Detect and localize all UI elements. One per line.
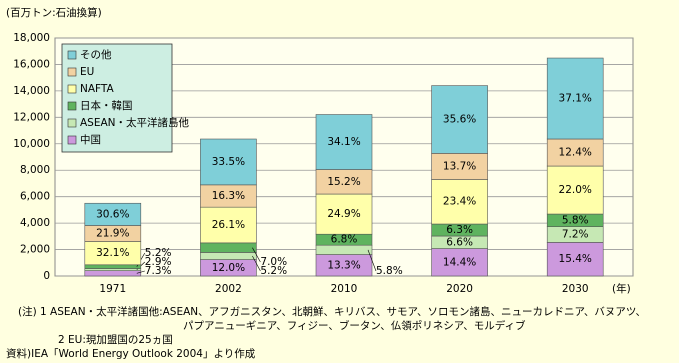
- data-label: 23.4%: [443, 196, 476, 208]
- legend-label: NAFTA: [80, 83, 114, 95]
- y-tick-label: 14,000: [13, 85, 50, 97]
- bar-segment: [431, 85, 488, 154]
- bar-segment: [84, 268, 142, 271]
- bar-segment: [546, 57, 604, 140]
- data-label: 13.7%: [443, 160, 476, 172]
- legend-label: 中国: [80, 133, 101, 146]
- data-label: 6.6%: [446, 236, 473, 248]
- legend-label: 日本・韓国: [80, 99, 133, 112]
- data-label: 6.8%: [331, 234, 358, 246]
- data-label: 5.8%: [376, 265, 403, 277]
- data-label: 32.1%: [96, 247, 129, 259]
- y-tick-label: 2,000: [20, 244, 50, 256]
- x-tick-label: 1971: [99, 283, 126, 295]
- data-label: 21.9%: [96, 227, 129, 239]
- data-label: 6.3%: [446, 224, 473, 236]
- data-label: 30.6%: [96, 208, 129, 220]
- bar-segment: [200, 138, 257, 186]
- leader-line: [367, 249, 377, 272]
- note: (注) 1 ASEAN・太平洋諸国他:ASEAN、アフガニスタン、北朝鮮、キリバ…: [18, 305, 646, 318]
- data-label: 5.2%: [260, 265, 287, 277]
- y-tick-label: 0: [43, 270, 50, 282]
- data-label: 22.0%: [559, 184, 592, 196]
- bar-segment: [84, 264, 142, 269]
- legend-swatch: [67, 67, 77, 77]
- bar-segment: [315, 244, 373, 255]
- data-label: 24.9%: [327, 208, 360, 220]
- bar-segment: [315, 114, 373, 170]
- x-tick-label: 2020: [446, 283, 473, 295]
- bar-segment: [546, 165, 604, 215]
- legend-swatch: [67, 118, 77, 128]
- leader-line: [136, 270, 145, 274]
- bar-segment: [546, 138, 604, 167]
- note: 2 EU:現加盟国の25ヵ国: [58, 334, 173, 346]
- leader-line: [252, 255, 261, 272]
- bar-segment: [84, 270, 142, 277]
- y-tick-label: 10,000: [13, 138, 50, 150]
- bar-segment: [200, 242, 257, 253]
- legend-swatch: [67, 101, 77, 111]
- data-label: 16.3%: [212, 190, 245, 202]
- y-tick-label: 6,000: [20, 191, 50, 203]
- data-label: 2.9%: [145, 256, 172, 268]
- y-tick-label: 8,000: [20, 164, 50, 176]
- note: 資料)IEA「World Energy Outlook 2004」より作成: [6, 347, 256, 360]
- data-label: 5.8%: [562, 214, 589, 226]
- y-tick-label: 4,000: [20, 217, 50, 229]
- y-unit-label: (百万トン:石油換算): [6, 6, 102, 19]
- bar-segment: [315, 193, 373, 235]
- x-unit-label: (年): [612, 282, 631, 295]
- data-label: 35.6%: [443, 113, 476, 125]
- bar-segment: [200, 252, 257, 260]
- x-tick-label: 2030: [562, 283, 589, 295]
- note: パプアニューギニア、フィジー、ブータン、仏領ポリネシア、モルディブ: [183, 319, 526, 332]
- data-label: 26.1%: [212, 219, 245, 231]
- bar-segment: [431, 248, 488, 277]
- y-tick-label: 16,000: [13, 58, 50, 70]
- data-label: 15.4%: [559, 253, 592, 265]
- data-label: 14.4%: [443, 256, 476, 268]
- data-label: 15.2%: [327, 176, 360, 188]
- legend-swatch: [67, 84, 77, 94]
- y-tick-label: 12,000: [13, 111, 50, 123]
- data-label: 37.1%: [559, 93, 592, 105]
- legend-label: EU: [80, 66, 94, 78]
- legend-box: [61, 43, 173, 153]
- data-label: 34.1%: [327, 136, 360, 148]
- data-label: 12.0%: [212, 262, 245, 274]
- bar-segment: [84, 202, 142, 226]
- bar-segment: [200, 206, 257, 244]
- x-tick-label: 2002: [215, 283, 242, 295]
- x-tick-label: 2010: [331, 283, 358, 295]
- y-tick-label: 18,000: [13, 32, 50, 44]
- leader-line: [252, 247, 261, 263]
- legend-label: ASEAN・太平洋諸島他: [80, 116, 190, 129]
- data-label: 7.0%: [260, 256, 287, 268]
- legend-swatch: [67, 135, 77, 145]
- bar-segment: [431, 153, 488, 180]
- bar-segment: [546, 242, 604, 277]
- data-label: 7.3%: [145, 265, 172, 277]
- data-label: 12.4%: [559, 147, 592, 159]
- data-label: 33.5%: [212, 156, 245, 168]
- data-label: 13.3%: [327, 259, 360, 271]
- data-label: 7.2%: [562, 229, 589, 241]
- data-label: 5.2%: [145, 247, 172, 259]
- legend-swatch: [67, 50, 77, 60]
- legend-label: その他: [80, 48, 112, 61]
- bar-segment: [431, 179, 488, 225]
